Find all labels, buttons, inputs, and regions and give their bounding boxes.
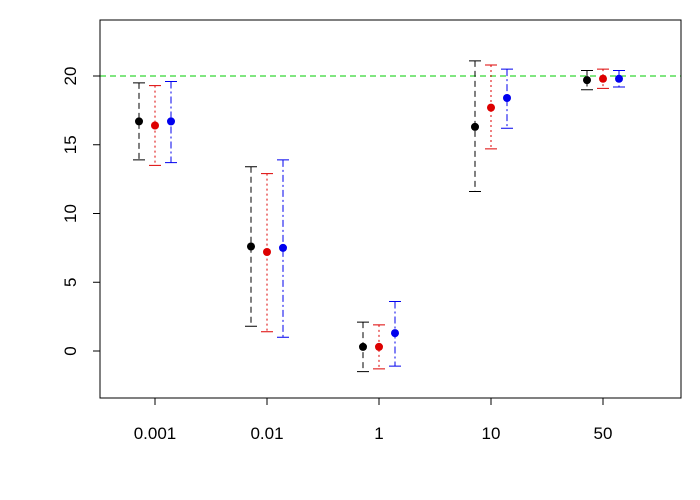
y-tick-label: 20	[61, 67, 80, 86]
axes: 0 5 10 15 20 0.001 0.01 1 10 50	[61, 67, 612, 443]
data-point	[151, 121, 159, 130]
data-point	[375, 342, 383, 351]
data-point	[247, 242, 255, 251]
y-tick-label: 0	[61, 346, 80, 355]
x-tick-label: 10	[482, 424, 501, 443]
data-point	[503, 94, 511, 102]
data-point	[583, 76, 591, 85]
y-tick-label: 5	[61, 278, 80, 287]
data-point	[599, 74, 607, 83]
y-tick-label: 15	[61, 135, 80, 154]
data-point	[359, 342, 367, 351]
series-2	[149, 64, 609, 370]
data-point	[135, 117, 143, 126]
data-point	[167, 117, 175, 126]
x-tick-label: 0.001	[134, 424, 177, 443]
data-point	[263, 248, 271, 256]
data-point	[391, 329, 399, 338]
plot-area	[100, 60, 681, 373]
series-1	[133, 60, 593, 373]
y-tick-label: 10	[61, 204, 80, 223]
data-point	[279, 243, 287, 252]
data-point	[471, 122, 479, 131]
x-tick-label: 0.01	[250, 424, 283, 443]
x-tick-label: 1	[374, 424, 383, 443]
plot-frame	[99, 19, 682, 399]
series-3	[165, 68, 625, 367]
x-tick-label: 50	[594, 424, 613, 443]
data-point	[615, 74, 623, 83]
data-point	[487, 103, 495, 112]
